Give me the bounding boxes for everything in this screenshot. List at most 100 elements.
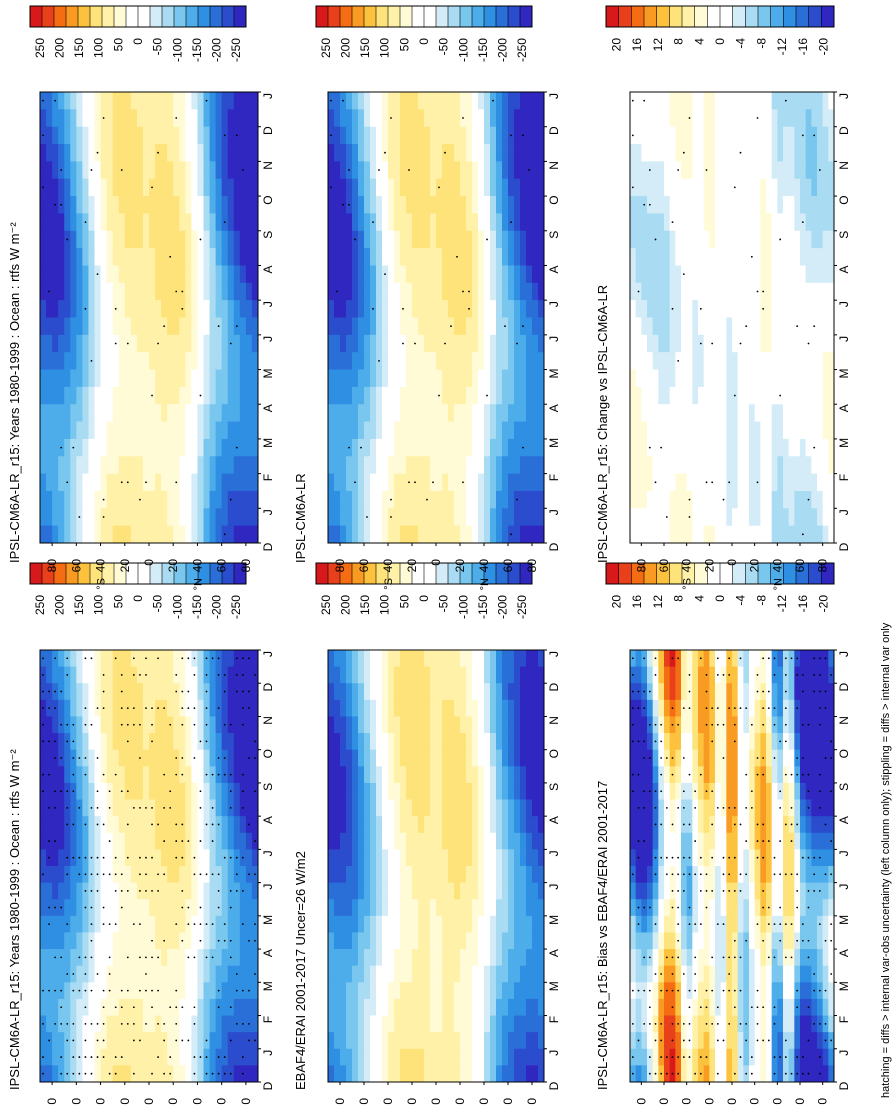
heatmap-cell (430, 832, 437, 850)
heatmap-cell (490, 683, 497, 701)
heatmap-cell (382, 749, 389, 767)
heatmap-cell (703, 126, 710, 145)
heatmap-cell (136, 1015, 144, 1033)
heatmap-cell (382, 213, 389, 232)
heatmap-cell (460, 799, 467, 817)
heatmap-cell (460, 749, 467, 767)
heatmap-cell (526, 849, 533, 867)
heatmap-cell (149, 666, 156, 684)
heatmap-cell (173, 126, 180, 145)
heatmap-cell (388, 282, 395, 301)
heatmap-cell (460, 508, 467, 527)
heatmap-cell (124, 832, 132, 850)
heatmap-cell (251, 438, 259, 457)
heatmap-cell (490, 300, 497, 318)
heatmap-cell (424, 998, 431, 1016)
heatmap-cell (82, 733, 89, 751)
heatmap-cell (490, 230, 497, 249)
heatmap-cell (766, 161, 773, 180)
heatmap-cell (418, 352, 425, 370)
heatmap-cell (436, 733, 443, 751)
stipple-dot (163, 1039, 166, 1042)
heatmap-cell (442, 849, 449, 867)
heatmap-cell (388, 334, 395, 353)
heatmap-cell (112, 178, 120, 197)
colorbar-tick-label: 100 (378, 38, 392, 58)
stipple-dot (163, 806, 166, 809)
heatmap-cell (346, 126, 353, 145)
heatmap-cell (496, 683, 503, 701)
stipple-dot (66, 238, 69, 241)
heatmap-cell (400, 369, 407, 388)
heatmap-cell (635, 196, 642, 214)
heatmap-cell (394, 766, 401, 784)
stipple-dot (60, 169, 63, 171)
heatmap-cell (448, 998, 455, 1016)
heatmap-cell (418, 508, 425, 527)
heatmap-cell (743, 144, 750, 162)
heatmap-cell (106, 525, 114, 544)
heatmap-cell (514, 915, 521, 933)
heatmap-cell (328, 1048, 335, 1066)
heatmap-cell (82, 832, 89, 850)
heatmap-cell (40, 317, 47, 336)
heatmap-cell (149, 1048, 156, 1066)
heatmap-cell (370, 421, 377, 440)
heatmap-cell (328, 230, 335, 249)
heatmap-cell (430, 766, 437, 784)
lat-hemisphere-label: °N (192, 578, 204, 590)
heatmap-cell (328, 490, 335, 509)
heatmap-cell (173, 369, 180, 388)
colorbar-swatch (436, 563, 449, 584)
heatmap-cell (532, 849, 539, 867)
heatmap-cell (334, 849, 341, 867)
stipple-dot (157, 989, 159, 992)
heatmap-cell (40, 282, 47, 301)
heatmap-cell (340, 369, 347, 388)
heatmap-cell (106, 1032, 114, 1050)
heatmap-cell (233, 932, 241, 950)
heatmap-cell (502, 1015, 509, 1033)
stipple-dot (733, 186, 736, 189)
colorbar-swatch (796, 6, 809, 27)
heatmap-cell (76, 998, 83, 1016)
heatmap-cell (502, 473, 509, 492)
heatmap-cell (783, 126, 790, 145)
heatmap-cell (203, 799, 210, 817)
colorbar-swatch (606, 563, 619, 584)
heatmap-cell (364, 144, 371, 162)
heatmap-cell (94, 982, 101, 1000)
heatmap-cell (106, 421, 114, 440)
heatmap-cell (376, 932, 383, 950)
heatmap-cell (442, 508, 449, 527)
heatmap-cell (209, 733, 217, 751)
heatmap-cell (669, 126, 676, 145)
heatmap-cell (215, 683, 223, 701)
stipple-dot (139, 498, 141, 501)
heatmap-cell (412, 230, 419, 249)
heatmap-cell (805, 144, 812, 162)
heatmap-cell (358, 882, 365, 900)
heatmap-cell (136, 965, 144, 983)
colorbar-tick-label: 0 (417, 38, 431, 45)
heatmap-cell (400, 352, 407, 370)
heatmap-cell (352, 998, 359, 1016)
heatmap-cell (352, 899, 359, 917)
heatmap-cell (40, 849, 47, 867)
heatmap-cell (149, 300, 156, 318)
colorbar-tick-label: 250 (33, 38, 47, 58)
stipple-dot (66, 481, 69, 484)
stipple-dot (72, 989, 75, 992)
heatmap-cell (418, 982, 425, 1000)
heatmap-cell (118, 126, 126, 145)
heatmap-cell (185, 386, 192, 405)
lat-hemisphere-label: °S (96, 578, 108, 590)
stipple-dot (211, 873, 214, 876)
heatmap-cell (502, 508, 509, 527)
heatmap-cell (424, 230, 431, 249)
heatmap-cell (106, 386, 114, 405)
heatmap-cell (149, 352, 156, 370)
stipple-dot (187, 690, 190, 693)
heatmap-cell (185, 265, 192, 284)
heatmap-cell (203, 144, 210, 162)
